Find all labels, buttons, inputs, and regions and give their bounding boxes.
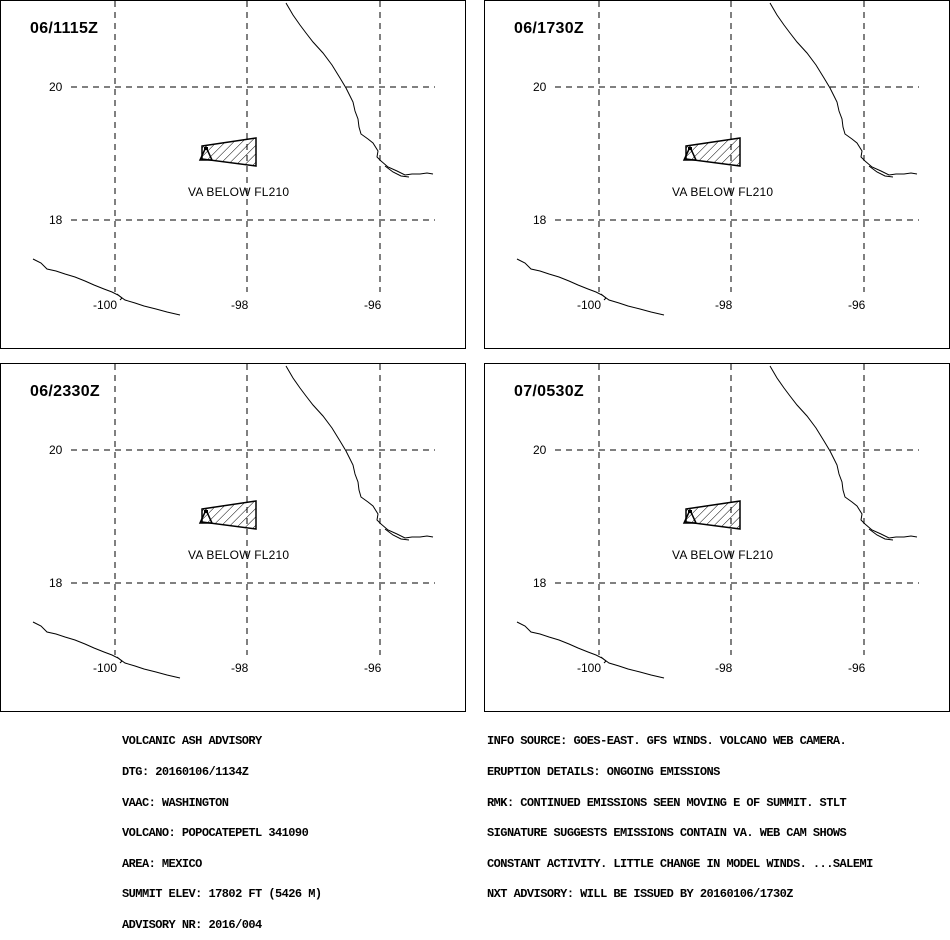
lon-label-98: -98 — [231, 298, 249, 312]
ash-cloud-label: VA BELOW FL210 — [188, 185, 290, 199]
forecast-time-label: 06/2330Z — [30, 383, 101, 400]
lon-label-100: -100 — [93, 298, 118, 312]
lon-label-96: -96 — [848, 298, 866, 312]
advisory-line: SIGNATURE SUGGESTS EMISSIONS CONTAIN VA.… — [487, 826, 847, 841]
lat-label-20: 20 — [49, 443, 63, 457]
advisory-line: VOLCANO: POPOCATEPETL 341090 — [122, 826, 309, 841]
lat-label-18: 18 — [533, 576, 547, 590]
forecast-map-panel: 06/1115Z 20 18 -100 -98 -96 VA BELOW FL2… — [0, 0, 466, 349]
lat-label-18: 18 — [49, 576, 63, 590]
forecast-time-label: 06/1730Z — [514, 20, 585, 37]
forecast-map-panel: 06/2330Z 20 18 -100 -98 -96 VA BELOW FL2… — [0, 363, 466, 712]
ash-cloud-label: VA BELOW FL210 — [188, 548, 290, 562]
lon-label-96: -96 — [364, 298, 382, 312]
ash-cloud-label: VA BELOW FL210 — [672, 185, 774, 199]
lat-label-18: 18 — [533, 213, 547, 227]
advisory-line: AREA: MEXICO — [122, 856, 202, 871]
advisory-line: VAAC: WASHINGTON — [122, 795, 229, 810]
lon-label-98: -98 — [231, 661, 249, 675]
advisory-line: VOLCANIC ASH ADVISORY — [122, 734, 262, 749]
lon-label-98: -98 — [715, 661, 733, 675]
forecast-map-panel: 07/0530Z 20 18 -100 -98 -96 VA BELOW FL2… — [484, 363, 950, 712]
advisory-line: ERUPTION DETAILS: ONGOING EMISSIONS — [487, 765, 720, 779]
forecast-map-panel: 06/1730Z 20 18 -100 -98 -96 VA BELOW FL2… — [484, 0, 950, 349]
advisory-header-text: VOLCANIC ASH ADVISORY DTG: 20160106/1134… — [122, 716, 322, 940]
advisory-line: SUMMIT ELEV: 17802 FT (5426 M) — [122, 887, 322, 902]
lon-label-100: -100 — [93, 661, 118, 675]
advisory-line: RMK: CONTINUED EMISSIONS SEEN MOVING E O… — [487, 795, 847, 810]
lat-label-20: 20 — [533, 443, 547, 457]
advisory-details-text: INFO SOURCE: GOES-EAST. GFS WINDS. VOLCA… — [487, 716, 873, 910]
advisory-line: CONSTANT ACTIVITY. LITTLE CHANGE IN MODE… — [487, 856, 873, 871]
advisory-line: DTG: 20160106/1134Z — [122, 765, 249, 779]
map-canvas — [516, 364, 919, 679]
map-canvas — [516, 1, 919, 316]
lat-label-18: 18 — [49, 213, 63, 227]
ash-cloud-label: VA BELOW FL210 — [672, 548, 774, 562]
advisory-line: INFO SOURCE: GOES-EAST. GFS WINDS. VOLCA… — [487, 734, 847, 749]
lon-label-100: -100 — [577, 298, 602, 312]
advisory-line: NXT ADVISORY: WILL BE ISSUED BY 20160106… — [487, 887, 794, 902]
lat-label-20: 20 — [533, 80, 547, 94]
map-canvas — [32, 1, 435, 316]
lon-label-96: -96 — [364, 661, 382, 675]
advisory-line: ADVISORY NR: 2016/004 — [122, 917, 262, 932]
lon-label-100: -100 — [577, 661, 602, 675]
map-canvas — [32, 364, 435, 679]
lon-label-96: -96 — [848, 661, 866, 675]
forecast-time-label: 06/1115Z — [30, 20, 99, 37]
lon-label-98: -98 — [715, 298, 733, 312]
forecast-time-label: 07/0530Z — [514, 383, 585, 400]
lat-label-20: 20 — [49, 80, 63, 94]
